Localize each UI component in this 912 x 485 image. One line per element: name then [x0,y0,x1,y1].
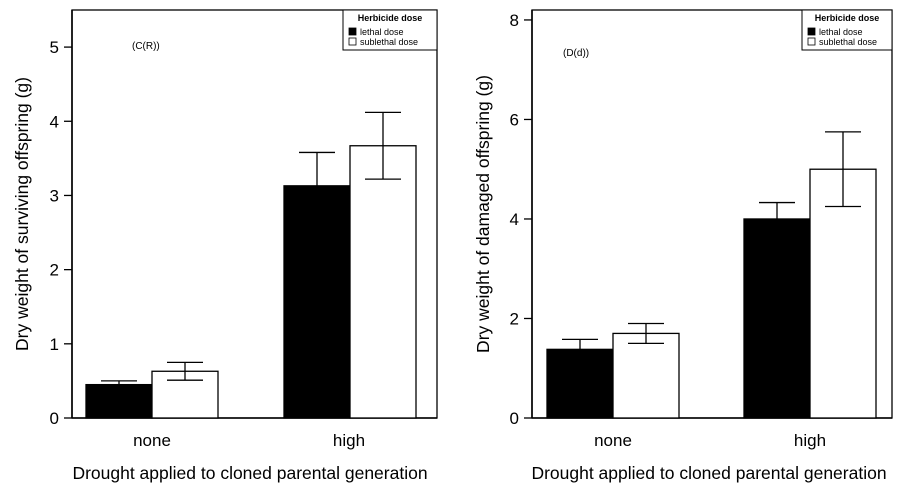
bar-high-lethal [743,218,811,419]
y-ticks: 0 1 2 3 4 5 [50,38,72,428]
x-axis-title: Drought applied to cloned parental gener… [531,463,886,483]
legend-label-sublethal: sublethal dose [819,37,877,47]
y-tick-label: 1 [50,335,59,354]
y-axis-title: Dry weight of damaged offspring (g) [473,75,493,353]
bars [546,168,877,419]
y-axis-title: Dry weight of surviving offspring (g) [12,77,32,351]
bar-none-lethal [85,383,153,419]
y-tick-label: 2 [510,309,519,328]
legend-label-lethal: lethal dose [819,27,863,37]
legend-frame [801,9,893,51]
bar-high-sublethal [349,145,417,419]
legend-title: Herbicide dose [358,13,423,23]
error-bars [101,111,401,389]
panel-label: (C(R)) [132,41,160,52]
legend: Herbicide dose lethal dose sublethal dos… [801,9,893,51]
bar-high-lethal [283,185,351,419]
y-tick-label: 2 [50,261,59,280]
panel-label: (D(d)) [563,48,589,59]
x-tick-label-high: high [794,431,826,450]
legend-label-lethal: lethal dose [360,27,404,37]
bar-high-sublethal [809,168,877,419]
x-tick-label-none: none [594,431,632,450]
legend-label-sublethal: sublethal dose [360,37,418,47]
x-tick-label-high: high [333,431,365,450]
bar-none-lethal [546,348,614,419]
y-tick-label: 3 [50,186,59,205]
y-tick-label: 4 [50,112,59,131]
legend-swatch-lethal [807,27,816,36]
y-tick-label: 6 [510,110,519,129]
error-bars [562,131,861,359]
bars [85,145,417,419]
y-tick-label: 8 [510,11,519,30]
x-tick-label-none: none [133,431,171,450]
y-ticks: 0 2 4 6 8 [510,11,532,428]
legend-swatch-sublethal [807,37,816,46]
bar-none-sublethal [151,370,219,419]
chart-panel-2: 0 2 4 6 8 none high Drought applied to clone… [473,9,893,483]
chart-panel-1: 0 1 2 3 4 5 none high Drought applied to clon… [12,9,438,483]
legend-frame [342,9,438,51]
y-tick-label: 0 [510,409,519,428]
legend-swatch-sublethal [348,37,357,46]
y-tick-label: 0 [50,409,59,428]
y-tick-label: 4 [510,210,519,229]
legend: Herbicide dose lethal dose sublethal dos… [342,9,438,51]
y-tick-label: 5 [50,38,59,57]
bar-none-sublethal [612,332,680,419]
legend-swatch-lethal [348,27,357,36]
x-axis-title: Drought applied to cloned parental gener… [72,463,427,483]
legend-title: Herbicide dose [815,13,880,23]
